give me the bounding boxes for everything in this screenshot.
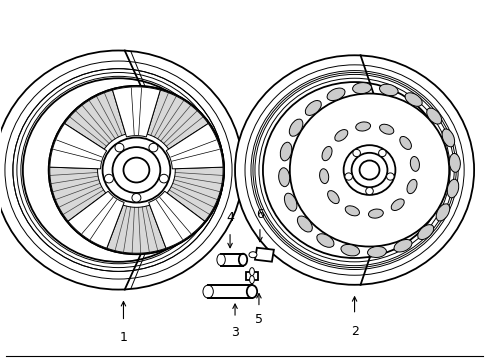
Text: 3: 3	[231, 326, 239, 339]
Polygon shape	[254, 248, 273, 262]
Ellipse shape	[248, 252, 256, 258]
Text: 6: 6	[256, 208, 264, 221]
Ellipse shape	[406, 179, 416, 194]
Text: 4: 4	[225, 211, 234, 224]
Ellipse shape	[340, 244, 359, 256]
Ellipse shape	[123, 158, 149, 183]
Ellipse shape	[238, 254, 247, 266]
Ellipse shape	[280, 142, 291, 161]
Ellipse shape	[203, 285, 213, 298]
Ellipse shape	[132, 193, 141, 202]
Ellipse shape	[379, 124, 393, 134]
Ellipse shape	[249, 268, 254, 276]
Polygon shape	[148, 191, 204, 248]
Ellipse shape	[404, 93, 421, 106]
Text: 2: 2	[350, 325, 358, 338]
Polygon shape	[68, 191, 124, 248]
Ellipse shape	[343, 145, 395, 195]
Ellipse shape	[49, 86, 224, 254]
Ellipse shape	[368, 209, 383, 218]
Ellipse shape	[149, 143, 158, 152]
Ellipse shape	[367, 247, 386, 257]
Ellipse shape	[159, 174, 168, 183]
Ellipse shape	[305, 100, 321, 116]
Ellipse shape	[235, 55, 473, 285]
Ellipse shape	[417, 225, 433, 239]
Ellipse shape	[352, 82, 371, 94]
Ellipse shape	[104, 174, 113, 183]
Polygon shape	[106, 205, 166, 253]
Ellipse shape	[426, 108, 441, 124]
Ellipse shape	[322, 147, 331, 161]
Ellipse shape	[112, 147, 160, 193]
Ellipse shape	[249, 276, 254, 284]
Bar	[245, 272, 258, 280]
Ellipse shape	[115, 143, 123, 152]
Polygon shape	[64, 90, 125, 149]
Polygon shape	[50, 123, 106, 169]
Polygon shape	[167, 167, 223, 221]
Polygon shape	[166, 123, 223, 169]
Ellipse shape	[297, 216, 312, 232]
Ellipse shape	[393, 239, 411, 252]
Ellipse shape	[378, 149, 386, 157]
Text: 1: 1	[119, 332, 127, 345]
Ellipse shape	[345, 206, 359, 216]
Ellipse shape	[246, 285, 257, 298]
Ellipse shape	[284, 193, 296, 211]
Ellipse shape	[441, 129, 454, 147]
Ellipse shape	[390, 199, 404, 211]
Bar	[221, 254, 243, 266]
Polygon shape	[50, 167, 105, 221]
Ellipse shape	[334, 130, 347, 141]
Polygon shape	[147, 90, 208, 149]
Ellipse shape	[289, 94, 448, 247]
Ellipse shape	[278, 168, 289, 186]
Ellipse shape	[23, 78, 214, 262]
Ellipse shape	[319, 169, 328, 184]
Text: 5: 5	[254, 314, 263, 327]
Ellipse shape	[263, 82, 446, 258]
Ellipse shape	[352, 149, 360, 157]
Ellipse shape	[102, 138, 170, 203]
Bar	[208, 285, 251, 298]
Ellipse shape	[409, 157, 419, 171]
Ellipse shape	[399, 136, 410, 149]
Ellipse shape	[351, 153, 386, 187]
Ellipse shape	[217, 254, 225, 266]
Ellipse shape	[49, 86, 224, 254]
Ellipse shape	[344, 173, 352, 180]
Ellipse shape	[435, 204, 449, 221]
Ellipse shape	[386, 173, 393, 180]
Ellipse shape	[0, 50, 243, 289]
Ellipse shape	[355, 122, 370, 131]
Ellipse shape	[316, 234, 333, 247]
Ellipse shape	[365, 188, 372, 195]
Ellipse shape	[448, 153, 459, 172]
Ellipse shape	[289, 119, 302, 136]
Ellipse shape	[327, 190, 339, 204]
Ellipse shape	[379, 84, 397, 96]
Polygon shape	[112, 87, 160, 137]
Ellipse shape	[359, 161, 379, 180]
Ellipse shape	[326, 88, 345, 100]
Ellipse shape	[447, 179, 458, 198]
